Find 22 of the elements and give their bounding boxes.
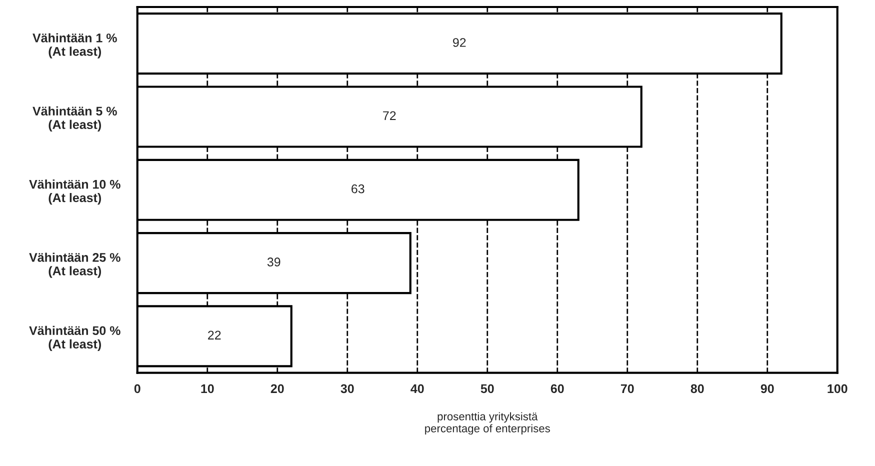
y-tick-label: Vähintään 1 % (At least) bbox=[32, 33, 117, 58]
x-tick-label: 20 bbox=[270, 384, 284, 394]
y-tick-label: Vähintään 25 % (At least) bbox=[29, 252, 120, 278]
x-axis-title: prosenttia yrityksistä percentage of enterprises bbox=[425, 412, 550, 435]
data-label: 22 bbox=[208, 330, 221, 340]
x-tick-label: 70 bbox=[620, 384, 634, 394]
data-label: 39 bbox=[267, 258, 280, 266]
x-tick-label: 80 bbox=[690, 384, 704, 394]
y-tick-label: Vähintään 50 % (At least) bbox=[29, 326, 120, 351]
x-tick-label: 60 bbox=[550, 384, 564, 394]
x-tick-label: 40 bbox=[410, 384, 424, 394]
data-label: 92 bbox=[453, 38, 466, 47]
x-tick-label: 30 bbox=[340, 384, 354, 394]
x-tick-label: 90 bbox=[760, 384, 774, 394]
y-tick-label: Vähintään 5 % (At least) bbox=[32, 106, 117, 132]
x-tick-label: 100 bbox=[828, 384, 848, 394]
x-tick-label: 10 bbox=[201, 384, 214, 394]
data-label: 63 bbox=[352, 184, 364, 194]
x-tick-label: 50 bbox=[480, 384, 494, 394]
y-tick-label: Vähintään 10 % (At least) bbox=[29, 180, 120, 205]
data-label: 72 bbox=[383, 111, 396, 120]
x-tick-label: 0 bbox=[134, 384, 140, 394]
